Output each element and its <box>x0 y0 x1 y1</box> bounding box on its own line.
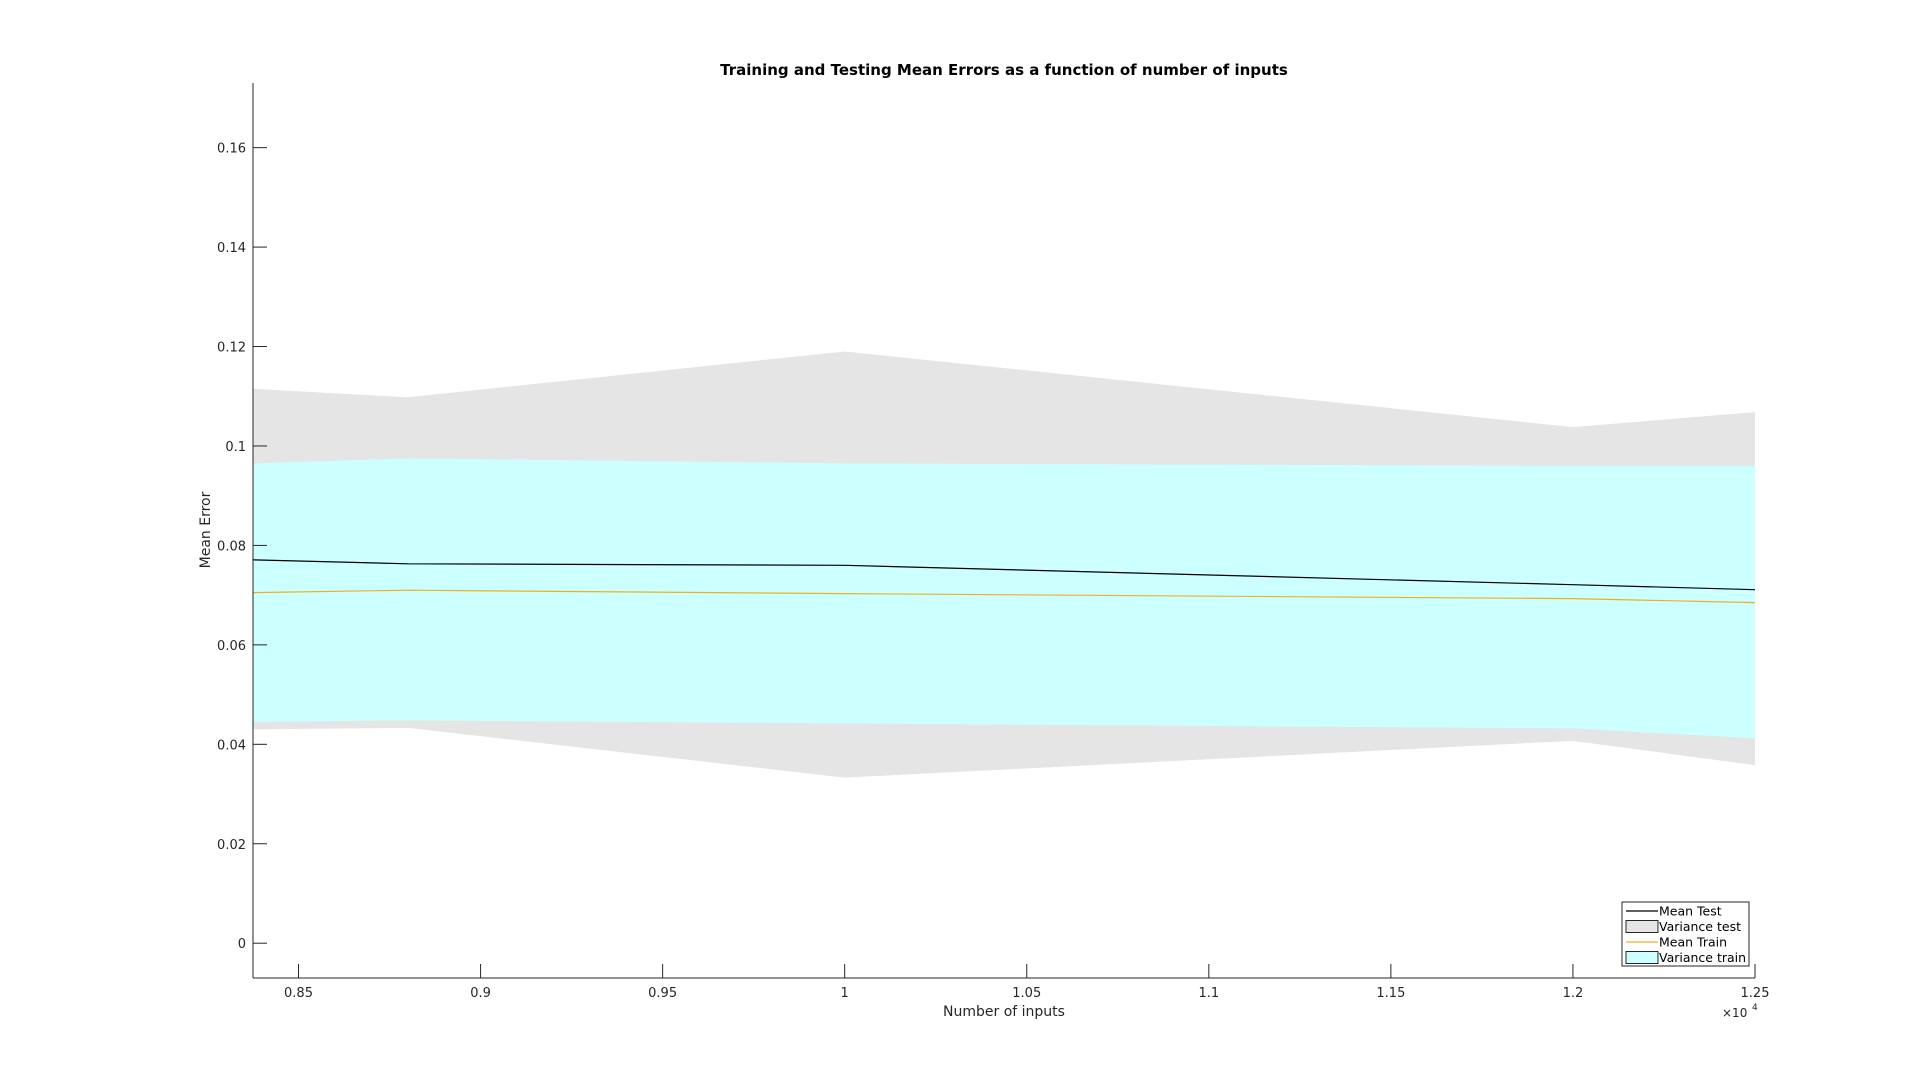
y-tick-label: 0.1 <box>225 440 246 455</box>
x-tick-label: 0.95 <box>648 986 677 1001</box>
legend-swatch-variance-train <box>1625 951 1659 964</box>
y-tick-label: 0.04 <box>217 738 246 753</box>
y-tick-label: 0.14 <box>217 241 246 256</box>
legend-label-variance-test: Variance test <box>1659 919 1741 934</box>
x-tick-label: 0.85 <box>284 986 313 1001</box>
axes: 0 0.02 0.04 0.06 0.08 0.1 0.12 0.14 0.16 0.85 0.9 0… <box>217 83 1769 1001</box>
y-tick-label: 0.06 <box>217 639 246 654</box>
y-axis-label: Mean Error <box>198 491 214 568</box>
mean-lines <box>252 559 1756 604</box>
x-axis-label: Number of inputs <box>943 1004 1065 1020</box>
chart-title: Training and Testing Mean Errors as a fu… <box>720 61 1288 79</box>
variance-bands <box>253 351 1755 778</box>
legend-swatch-variance-test <box>1625 920 1659 933</box>
y-tick-label: 0.08 <box>217 539 246 554</box>
x-tick-label: 1.15 <box>1376 986 1405 1001</box>
y-tick-label: 0 <box>238 937 246 952</box>
x-axis-exponent: ×10 4 <box>1722 1003 1758 1020</box>
y-tick-label: 0.12 <box>217 341 246 356</box>
line-mean-train <box>252 589 1756 604</box>
x-tick-label: 1.25 <box>1741 986 1770 1001</box>
x-tick-label: 1.1 <box>1198 986 1219 1001</box>
band-variance-train <box>253 458 1755 739</box>
legend-label-mean-train: Mean Train <box>1659 935 1727 950</box>
legend-label-mean-test: Mean Test <box>1659 904 1722 919</box>
x-tick-label: 1 <box>841 986 849 1001</box>
x-tick-label: 1.05 <box>1012 986 1041 1001</box>
y-tick-label: 0.16 <box>217 142 246 157</box>
line-mean-test <box>252 559 1756 591</box>
x-tick-label: 0.9 <box>470 986 491 1001</box>
x-tick-label: 1.2 <box>1563 986 1584 1001</box>
x-exponent-base: ×10 <box>1722 1006 1747 1020</box>
legend-label-variance-train: Variance train <box>1659 950 1746 965</box>
x-exponent-power: 4 <box>1752 1003 1758 1013</box>
y-tick-label: 0.02 <box>217 838 246 853</box>
